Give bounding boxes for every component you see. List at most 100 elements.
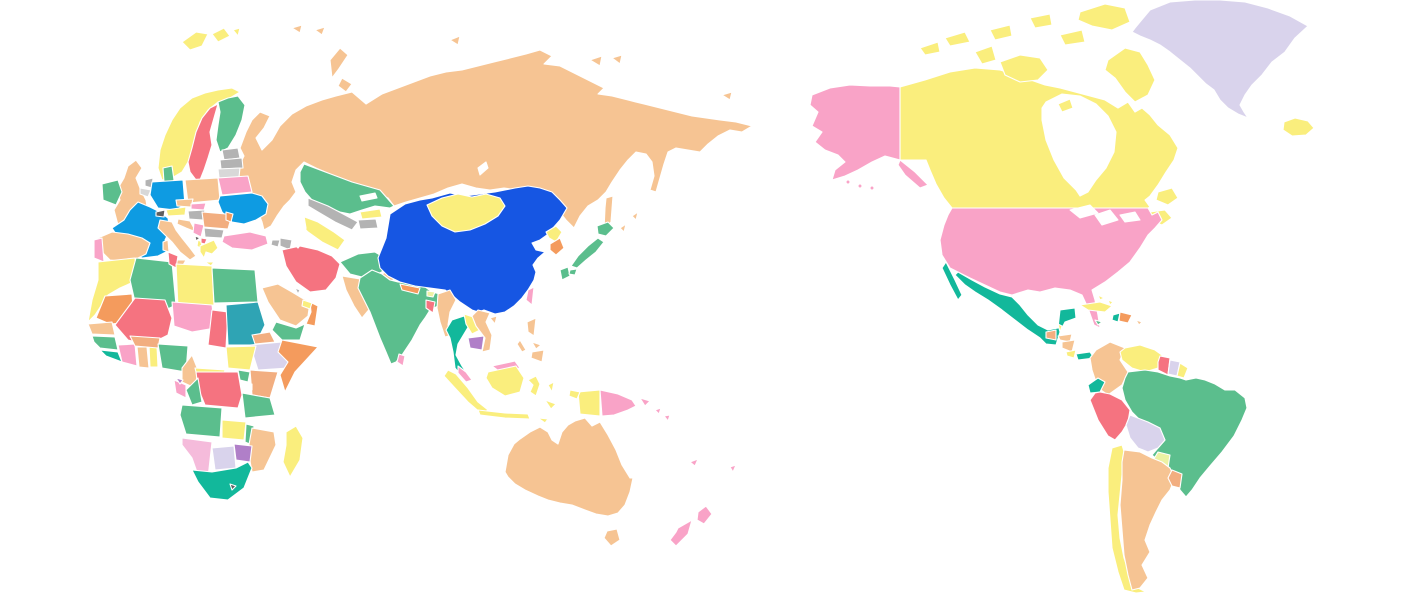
country-kazakhstan[interactable]: Kazakhstan	[299, 163, 395, 215]
country-bhutan[interactable]: Bhutan	[426, 290, 436, 298]
devon-island[interactable]: Canada	[1059, 29, 1086, 46]
country-greenland[interactable]: Greenland	[1131, 0, 1309, 119]
lesser-sunda-islands[interactable]: Indonesia	[537, 417, 549, 424]
papua-bird-head[interactable]: Indonesia	[568, 389, 581, 400]
country-ecuador[interactable]: Ecuador	[1087, 377, 1106, 394]
country-guinea[interactable]: Guinea	[91, 335, 119, 351]
nz-north-island[interactable]: New Zealand	[696, 505, 713, 525]
country-angola[interactable]: Angola	[179, 404, 223, 438]
severnaya-zemlya-island[interactable]: Russia	[449, 35, 461, 46]
country-finland[interactable]: Finland	[215, 95, 246, 153]
country-somalia[interactable]: Somalia	[277, 339, 319, 393]
country-mongolia[interactable]: Mongolia	[426, 193, 506, 233]
country-south-sudan[interactable]: South Sudan	[225, 345, 257, 371]
country-chad[interactable]: Chad	[207, 309, 229, 349]
country-mali[interactable]: Mali	[114, 297, 173, 346]
country-costa-rica[interactable]: Costa Rica	[1065, 349, 1077, 359]
country-gabon[interactable]: Gabon	[173, 379, 187, 399]
aleutian-island[interactable]: United States	[869, 185, 875, 191]
country-congo[interactable]: Congo	[185, 377, 203, 406]
country-belgium[interactable]: Belgium	[139, 187, 152, 198]
moluccas-islands[interactable]: Indonesia	[547, 381, 555, 393]
country-north-korea[interactable]: North Korea	[545, 225, 563, 243]
country-madagascar[interactable]: Madagascar	[282, 425, 304, 478]
country-sri-lanka[interactable]: Sri Lanka	[396, 353, 406, 367]
country-benin[interactable]: Benin	[148, 345, 159, 368]
country-slovakia[interactable]: Slovakia	[190, 202, 207, 211]
new-britain-island[interactable]: Papua New Guinea	[639, 397, 651, 407]
country-yemen[interactable]: Yemen	[271, 321, 306, 341]
country-bolivia[interactable]: Bolivia	[1125, 414, 1166, 453]
country-equatorial-guinea[interactable]: Equatorial Guinea	[175, 377, 184, 385]
country-papua-new-guinea[interactable]: Papua New Guinea	[599, 389, 637, 417]
java-island[interactable]: Indonesia	[477, 409, 531, 420]
alaska-panhandle[interactable]: United States	[897, 159, 929, 189]
country-belize[interactable]: Belize	[1057, 323, 1063, 333]
country-usa[interactable]: United States	[939, 207, 1163, 329]
wrangel-island[interactable]: Russia	[721, 91, 733, 101]
timor-island[interactable]: Indonesia	[544, 399, 557, 410]
country-svalbard[interactable]: Svalbard	[211, 27, 231, 43]
crete-island[interactable]: Greece	[204, 261, 215, 267]
honshu-island[interactable]: Japan	[570, 237, 605, 269]
country-zambia[interactable]: Zambia	[221, 419, 247, 441]
baffin-island[interactable]: Canada	[1104, 47, 1156, 103]
country-sierra-leone[interactable]: Sierra Leone	[99, 349, 123, 363]
country-uzbekistan[interactable]: Uzbekistan	[307, 197, 359, 231]
victoria-island[interactable]: Canada	[999, 54, 1049, 83]
country-fiji[interactable]: Fiji	[729, 464, 737, 473]
country-drc[interactable]: DR Congo	[195, 371, 243, 409]
country-cuba[interactable]: Cuba	[1079, 301, 1113, 313]
country-guatemala[interactable]: Guatemala	[1045, 329, 1057, 341]
country-serbia[interactable]: Serbia	[192, 222, 205, 238]
newfoundland-island[interactable]: Canada	[1155, 187, 1179, 206]
country-iceland[interactable]: Iceland	[1282, 117, 1315, 137]
sardinia-island[interactable]: Italy	[162, 239, 170, 253]
country-venezuela[interactable]: Venezuela	[1119, 344, 1163, 373]
country-french-guiana[interactable]: French Guiana	[1176, 362, 1189, 379]
country-uae[interactable]: United Arab Emirates	[301, 299, 313, 310]
country-greece[interactable]: Greece	[199, 239, 219, 259]
country-tanzania[interactable]: Tanzania	[241, 392, 276, 419]
country-uruguay[interactable]: Uruguay	[1167, 469, 1183, 489]
country-oman[interactable]: Oman	[305, 301, 319, 327]
country-libya[interactable]: Libya	[175, 263, 215, 309]
kyushu-island[interactable]: Japan	[559, 266, 571, 281]
country-kyrgyzstan[interactable]: Kyrgyzstan	[359, 208, 383, 220]
parry-islands[interactable]: Canada	[919, 41, 941, 56]
country-ghana[interactable]: Ghana	[136, 346, 150, 369]
novaya-zemlya-south-island[interactable]: Russia	[337, 77, 353, 93]
country-mexico[interactable]: Mexico	[954, 271, 1077, 346]
alaska[interactable]: United States	[809, 84, 901, 181]
new-siberian-islands[interactable]: Russia	[611, 54, 623, 65]
luzon-island[interactable]: Philippines	[526, 317, 537, 337]
country-malaysia[interactable]: Malaysia	[457, 365, 473, 383]
country-cote-divoire[interactable]: Cote d'Ivoire	[117, 343, 138, 367]
parry-islands[interactable]: Canada	[944, 31, 971, 47]
country-belarus[interactable]: Belarus	[217, 175, 253, 196]
country-spain[interactable]: Spain	[97, 231, 151, 263]
country-south-korea[interactable]: South Korea	[549, 237, 565, 256]
country-taiwan[interactable]: Taiwan	[525, 286, 535, 306]
country-solomon-islands[interactable]: Solomon Islands	[654, 407, 662, 415]
ellesmere-island[interactable]: Canada	[1077, 3, 1131, 31]
country-moldova[interactable]: Moldova	[225, 211, 234, 223]
country-burkina-faso[interactable]: Burkina Faso	[129, 335, 161, 349]
country-argentina[interactable]: Argentina	[1119, 449, 1176, 591]
tasmania-island[interactable]: Australia	[603, 528, 621, 547]
country-bulgaria[interactable]: Bulgaria	[203, 227, 225, 239]
banks-island[interactable]: Canada	[974, 45, 997, 65]
country-jamaica[interactable]: Jamaica	[1094, 319, 1103, 326]
kuril-islands[interactable]: Russia	[631, 211, 639, 221]
kuril-islands[interactable]: Russia	[619, 223, 627, 233]
new-siberian-islands[interactable]: Russia	[589, 55, 603, 67]
country-cambodia[interactable]: Cambodia	[467, 335, 485, 351]
shikoku-island[interactable]: Japan	[568, 268, 578, 276]
franz-josef-islands[interactable]: Russia	[291, 24, 303, 34]
country-new-caledonia[interactable]: New Caledonia	[689, 458, 699, 467]
country-lesotho[interactable]: Lesotho	[229, 483, 237, 491]
country-botswana[interactable]: Botswana	[211, 445, 237, 471]
southampton-island[interactable]: Canada	[1057, 98, 1074, 113]
country-zimbabwe[interactable]: Zimbabwe	[233, 443, 253, 463]
country-bahamas[interactable]: Bahamas	[1107, 299, 1114, 306]
